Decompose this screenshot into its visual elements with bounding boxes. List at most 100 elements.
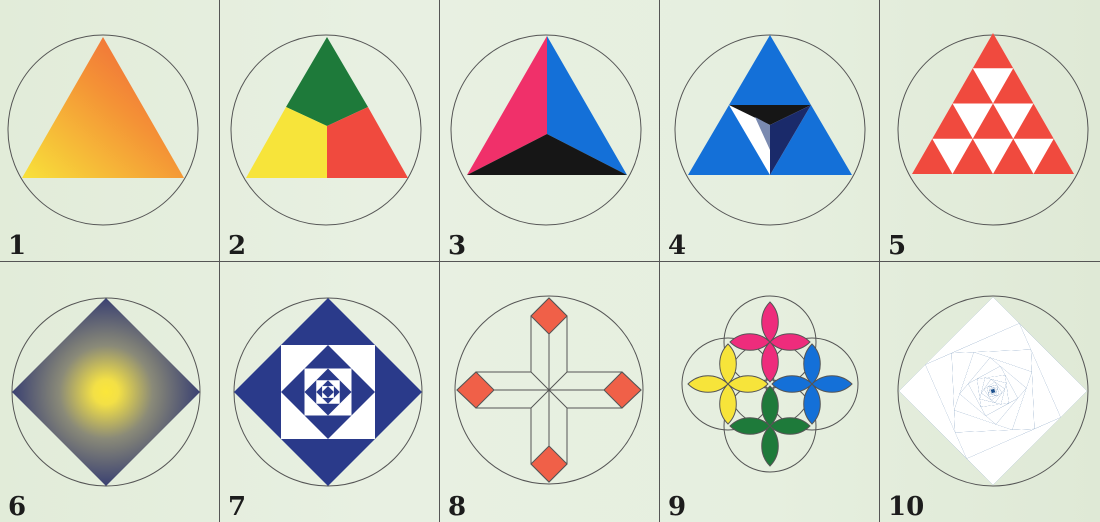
outline-circle bbox=[230, 34, 422, 226]
spiral-wedge bbox=[968, 378, 981, 407]
spiral-wedge bbox=[988, 392, 995, 396]
blue-region bbox=[547, 36, 627, 175]
panel-number: 8 bbox=[448, 492, 467, 522]
spiral-wedge bbox=[973, 349, 1032, 372]
spiral-wedge bbox=[981, 377, 991, 394]
figure-2 bbox=[230, 34, 422, 226]
blue-star bbox=[771, 343, 853, 425]
vertical-divider bbox=[219, 0, 220, 522]
panel-number: 10 bbox=[888, 492, 925, 522]
spiral-wedge bbox=[977, 366, 1006, 379]
spiral-wedge bbox=[989, 389, 992, 394]
red-region bbox=[327, 107, 408, 178]
outline-circle bbox=[450, 34, 642, 226]
figure-9 bbox=[681, 295, 859, 473]
spiral-wedge bbox=[996, 384, 1003, 395]
panel-number: 4 bbox=[668, 231, 687, 261]
panel-number: 1 bbox=[8, 231, 27, 261]
spiral-wedge bbox=[991, 386, 998, 390]
outline-circle bbox=[454, 295, 644, 485]
spiral-wedge bbox=[979, 393, 996, 403]
panel-10: 10 bbox=[880, 261, 1100, 522]
spiral-wedge bbox=[990, 387, 995, 390]
panel-4: 4 bbox=[660, 0, 880, 261]
spiral-wedge bbox=[991, 392, 1003, 403]
spiral-wedge bbox=[995, 388, 1005, 405]
spiral-wedge bbox=[1019, 323, 1087, 418]
panel-number: 6 bbox=[8, 492, 27, 522]
spiral-wedge bbox=[991, 392, 996, 395]
spiral-wedge bbox=[925, 297, 1020, 365]
spiral-wedge bbox=[994, 388, 997, 393]
spiral-wedge bbox=[996, 387, 1000, 396]
curved-stars bbox=[687, 301, 853, 467]
bottom-diamond bbox=[530, 445, 568, 483]
panel-number: 2 bbox=[228, 231, 247, 261]
magenta-star bbox=[729, 301, 811, 383]
spiral-wedge bbox=[959, 383, 986, 416]
spiral-wedge bbox=[988, 394, 997, 398]
spiral-wedge bbox=[981, 389, 992, 401]
top-diamond bbox=[530, 297, 568, 335]
figure-5 bbox=[897, 33, 1089, 226]
red-triangle bbox=[972, 33, 1014, 69]
spiral-wedge bbox=[1012, 371, 1035, 430]
spiral-wedge bbox=[994, 381, 1005, 393]
spiral-squares bbox=[899, 297, 1087, 485]
figure-4 bbox=[674, 34, 866, 226]
spiral-wedge bbox=[993, 387, 998, 392]
red-triangle bbox=[993, 68, 1034, 104]
spiral-wedge bbox=[977, 377, 985, 400]
red-triangle bbox=[952, 68, 993, 104]
vertical-divider bbox=[439, 0, 440, 522]
spiral-wedge bbox=[951, 352, 974, 411]
red-triangle bbox=[952, 138, 993, 174]
spiral-wedge bbox=[955, 428, 1035, 459]
green-star bbox=[729, 385, 811, 467]
spiral-wedge bbox=[899, 364, 967, 459]
yellow-region bbox=[246, 107, 327, 178]
spiral-wedge bbox=[989, 394, 1000, 401]
outline-circle bbox=[7, 34, 199, 226]
figure-1 bbox=[7, 34, 199, 226]
spiral-wedge bbox=[992, 391, 997, 396]
spiral-wedge bbox=[986, 381, 997, 388]
panel-8: 8 bbox=[440, 261, 660, 522]
spiral-wedge bbox=[984, 375, 1007, 383]
panel-1: 1 bbox=[0, 0, 220, 261]
spiral-wedge bbox=[995, 388, 1027, 430]
spiral-wedge bbox=[980, 403, 1009, 416]
inner-navy-shard bbox=[770, 105, 811, 175]
spiral-wedge bbox=[966, 417, 1061, 485]
vertical-divider bbox=[659, 0, 660, 522]
spiral-wedge bbox=[989, 384, 998, 388]
red-triangle bbox=[932, 103, 973, 139]
panel-7: 7 bbox=[220, 261, 440, 522]
red-triangle bbox=[912, 138, 953, 174]
spiral-wedge bbox=[988, 390, 993, 395]
red-triangle bbox=[972, 103, 1014, 139]
red-triangle-grid bbox=[912, 33, 1074, 174]
spiral-wedge bbox=[1001, 382, 1009, 405]
red-triangle bbox=[1033, 138, 1074, 174]
figure-6 bbox=[11, 297, 201, 487]
inner-black-shard bbox=[729, 105, 811, 125]
spiral-wedge bbox=[1030, 349, 1061, 429]
spiral-wedge bbox=[951, 323, 1031, 354]
panel-number: 3 bbox=[448, 231, 467, 261]
red-triangle bbox=[993, 138, 1034, 174]
inner-grey-shard bbox=[755, 117, 770, 150]
vertical-divider bbox=[879, 0, 880, 522]
spiral-wedge bbox=[989, 386, 994, 391]
black-region bbox=[467, 134, 627, 175]
spiral-wedge bbox=[925, 353, 956, 433]
figure-10 bbox=[897, 295, 1089, 487]
green-region bbox=[286, 37, 368, 126]
panel-9: 9 bbox=[660, 261, 880, 522]
gradient-diamond bbox=[12, 298, 200, 486]
spiral-wedge bbox=[954, 393, 996, 425]
spiral-wedge bbox=[954, 410, 1013, 433]
red-triangle bbox=[1013, 103, 1054, 139]
figure-8 bbox=[454, 295, 644, 485]
panel-5: 5 bbox=[880, 0, 1100, 261]
